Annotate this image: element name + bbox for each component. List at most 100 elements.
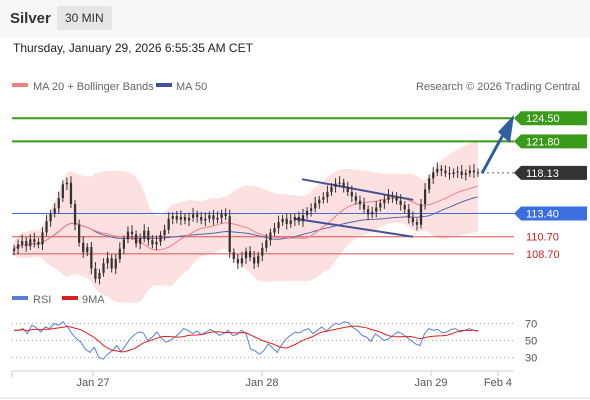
candle-body	[212, 215, 215, 220]
bollinger-bands	[14, 140, 478, 303]
candle-body	[159, 235, 162, 242]
candle-body	[175, 216, 178, 220]
candle-body	[350, 192, 353, 197]
candle-body	[183, 216, 187, 221]
x-axis-ticks: Jan 27 Jan 28 Jan 29 Feb 4	[76, 371, 512, 389]
x-tick-label-0: Jan 27	[76, 377, 109, 389]
channel-pattern	[294, 114, 514, 238]
candle-body	[139, 238, 142, 244]
level-label-108.70: 108.70	[526, 249, 560, 261]
candle-body	[16, 244, 20, 249]
candle-body	[179, 216, 182, 220]
candle-body	[171, 216, 174, 219]
channel-lower-line	[294, 217, 414, 238]
timeframe-badge[interactable]: 30 MIN	[57, 6, 112, 30]
candle-body	[346, 186, 349, 193]
rsi-panel: 70 50 30	[12, 319, 537, 365]
candle-body	[448, 173, 451, 175]
candle-body	[273, 228, 276, 233]
candle-body	[65, 182, 69, 185]
legend-ma50-label: MA 50	[176, 81, 207, 93]
projection-arrow-shaft	[480, 128, 508, 174]
level-label-110.70: 110.70	[526, 232, 559, 244]
candle-body	[253, 257, 256, 264]
candle-body	[57, 198, 60, 209]
candle-body	[110, 258, 113, 269]
price-levels	[12, 117, 514, 255]
level-label-118.13: 118.13	[526, 168, 559, 180]
rsi-tick-50: 50	[525, 336, 537, 348]
candle-body	[163, 229, 166, 236]
candle-body	[375, 207, 378, 212]
candle-body	[318, 199, 321, 204]
channel-upper-line	[301, 178, 414, 201]
candle-body	[366, 209, 370, 215]
candle-body	[130, 231, 134, 235]
candle-body	[301, 215, 305, 222]
level-tag-118.13	[514, 165, 587, 180]
candle-body	[224, 213, 227, 217]
candle-body	[293, 216, 296, 221]
candle-body	[334, 183, 337, 187]
candle-body	[330, 186, 333, 193]
candle-body	[428, 178, 431, 190]
candle-body	[21, 241, 24, 245]
candle-body	[456, 171, 459, 173]
candle-body	[342, 182, 345, 187]
candle-body	[53, 208, 56, 214]
candle-body	[387, 195, 390, 200]
level-label-124.50: 124.50	[526, 113, 560, 125]
candle-body	[143, 230, 146, 239]
x-tick-label-2: Jan 29	[414, 377, 447, 389]
candle-body	[25, 241, 28, 247]
candle-body	[208, 215, 211, 219]
candle-body	[69, 182, 73, 205]
candle-body	[269, 232, 272, 241]
candle-body	[423, 189, 427, 205]
candle-body	[61, 184, 64, 199]
legend-ma20-label: MA 20 + Bollinger Bands	[33, 81, 154, 93]
candle-body	[419, 204, 423, 225]
bollinger-band-fill	[14, 140, 478, 303]
candle-body	[200, 216, 203, 221]
candle-body	[86, 247, 89, 253]
candle-body	[411, 217, 414, 223]
candle-body	[358, 200, 362, 205]
candle-body	[73, 204, 77, 225]
legend-rsi-swatch	[12, 296, 28, 300]
legend-ma20-swatch	[12, 83, 28, 87]
candle-body	[310, 208, 313, 211]
candle-body	[216, 217, 219, 220]
candle-body	[114, 259, 117, 269]
candle-body	[204, 218, 207, 221]
candle-body	[432, 172, 435, 179]
level-label-113.40: 113.40	[526, 209, 559, 221]
header-bar: Silver 30 MIN	[0, 0, 590, 37]
candle-body	[289, 220, 292, 224]
x-tick-label-1: Jan 28	[245, 377, 278, 389]
candle-body	[244, 251, 248, 259]
candle-body	[261, 247, 264, 256]
candle-body	[326, 192, 329, 198]
legend-rsi-label: RSI	[33, 294, 51, 306]
candle-body	[12, 248, 16, 252]
candle-body	[285, 218, 288, 224]
level-tag-124.50	[514, 111, 587, 126]
candle-body	[102, 263, 105, 273]
candle-body	[305, 210, 309, 216]
candle-body	[37, 241, 40, 245]
candle-body	[476, 172, 480, 174]
candle-body	[265, 240, 268, 248]
candle-body	[277, 222, 280, 229]
legend-9ma-label: 9MA	[82, 294, 105, 306]
candle-body	[126, 231, 130, 240]
candle-body	[362, 204, 366, 210]
level-tags: 124.50 121.80 118.13 113.40 110.70 108.70	[514, 111, 587, 261]
candle-body	[134, 234, 138, 244]
candle-body	[240, 258, 244, 264]
rsi-9ma-line	[14, 325, 479, 353]
candle-body	[314, 203, 317, 209]
level-tag-113.40	[514, 206, 587, 221]
legend-9ma-swatch	[62, 296, 78, 300]
price-candles	[12, 162, 480, 285]
